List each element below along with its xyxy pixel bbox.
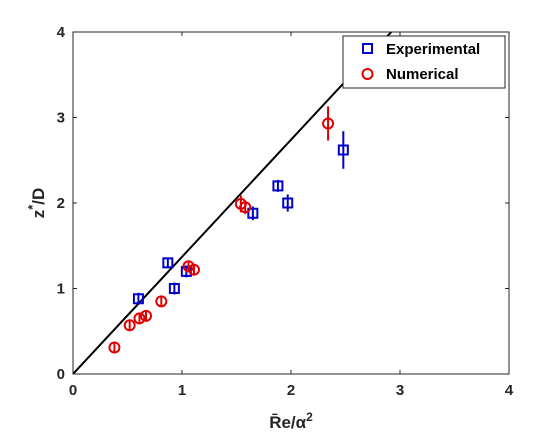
x-tick-label: 3 <box>396 382 404 399</box>
experimental-point <box>282 197 294 209</box>
y-tick-label: 1 <box>57 281 65 298</box>
x-tick-label: 1 <box>178 382 186 399</box>
y-tick-label: 2 <box>57 195 65 212</box>
experimental-point <box>337 144 349 156</box>
numerical-point <box>155 295 168 308</box>
legend-circle-marker <box>361 68 374 80</box>
numerical-point <box>108 341 121 354</box>
experimental-point <box>132 293 144 305</box>
x-tick-label: 2 <box>287 382 295 399</box>
legend-experimental-label: Experimental <box>386 41 480 58</box>
experimental-point <box>247 207 259 219</box>
x-tick-label: 0 <box>69 382 77 399</box>
plot-area <box>73 32 393 374</box>
fit-line <box>73 32 393 374</box>
experimental-point <box>168 283 180 294</box>
x-tick-label: 4 <box>505 382 514 399</box>
ticks: 0 1 2 3 4 0 1 2 3 4 <box>57 24 514 399</box>
y-axis-label: z*/D <box>25 188 48 219</box>
numerical-point <box>140 309 153 322</box>
experimental-point <box>162 257 174 269</box>
numerical-point <box>239 201 252 214</box>
x-axis-label: R̄e/α2 <box>269 410 313 432</box>
y-tick-label: 3 <box>57 110 65 127</box>
numerical-point <box>322 117 335 130</box>
experimental-point <box>272 180 284 192</box>
legend-square-marker <box>362 43 373 54</box>
numerical-point <box>187 263 200 276</box>
numerical-point <box>123 319 136 332</box>
legend: Experimental Numerical <box>342 35 506 89</box>
legend-numerical-label: Numerical <box>386 66 459 83</box>
y-tick-label: 4 <box>57 24 66 41</box>
y-tick-label: 0 <box>57 366 65 383</box>
numerical-point <box>133 312 146 325</box>
